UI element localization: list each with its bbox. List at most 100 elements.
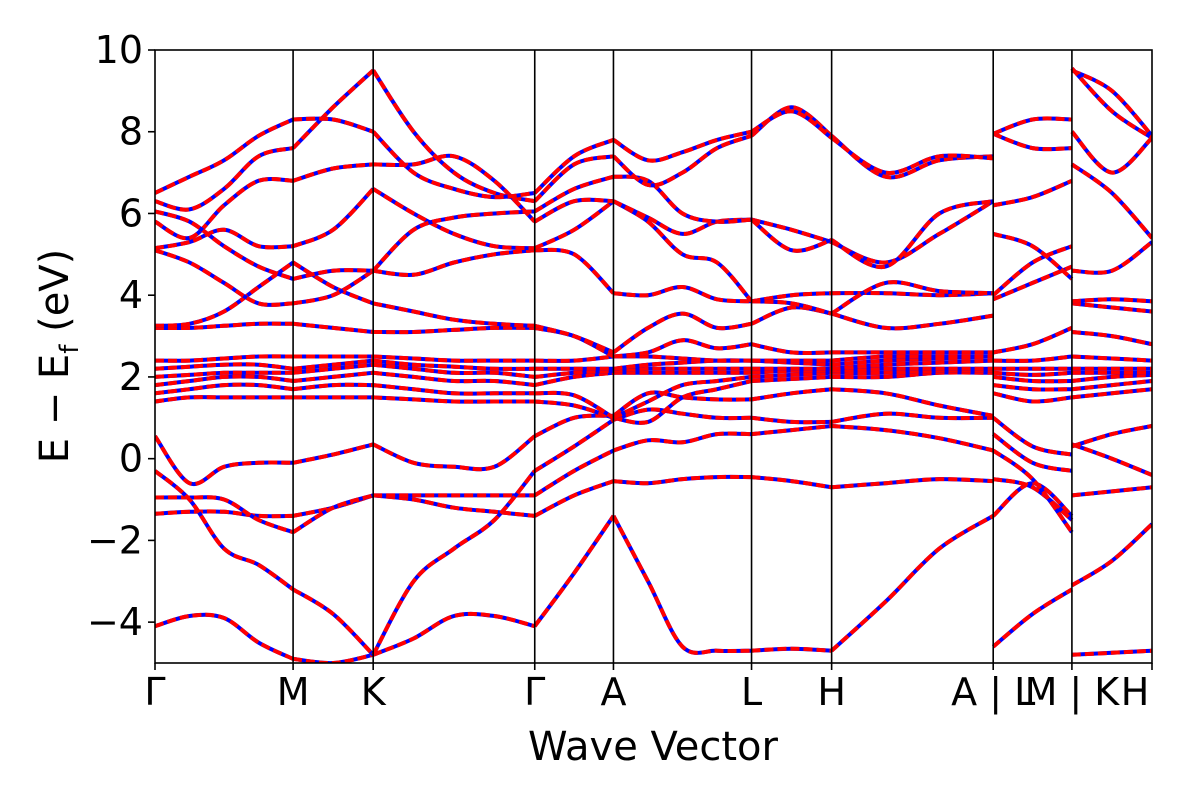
y-tick-label: −2 [87,518,143,562]
band-line [155,354,294,363]
y-axis-label-unit: (eV) [32,249,78,345]
band-line [831,354,994,363]
band-line [750,305,832,326]
plot-area [154,49,1153,664]
band-line [1071,297,1152,304]
x-tick-label: L [741,670,762,714]
band-line [992,477,1074,522]
band-line [1070,522,1152,588]
band-line [830,199,995,265]
band-line [993,354,1073,363]
band-line [292,587,375,657]
band-line [613,354,752,363]
band-line [1070,68,1152,138]
y-axis-label-main: E − E [32,354,78,464]
x-tick-label: H [1121,670,1150,714]
band-line [533,138,615,195]
band-line [292,362,374,375]
band-line [831,477,994,490]
x-tick-label: H [817,670,846,714]
band-line [830,280,994,316]
y-axis-ticks: −4 −2 0 2 4 6 8 10 [87,28,155,644]
band-line [533,479,615,518]
band-line [293,116,374,134]
band-line [1071,379,1152,392]
band-line [751,374,832,383]
band-line [612,431,752,453]
band-line [830,136,994,175]
band-line [155,176,294,241]
band-line [992,374,1072,384]
band-line [534,399,615,420]
band-line [751,299,833,316]
band-line [533,418,615,473]
band-line [155,509,294,519]
band-line [371,469,537,656]
band-line [533,154,614,203]
band-line [371,130,535,200]
band-line [533,448,615,498]
band-line [992,178,1073,208]
band-line [534,247,615,295]
band-line [991,481,1074,518]
band-line [992,391,1073,404]
band-line [155,495,294,535]
band-line [292,268,374,281]
band-line [831,424,994,453]
band-line [992,231,1074,281]
band-line [155,395,294,404]
band-line [292,493,374,534]
band-line-underlay [992,448,1074,534]
band-line [534,368,614,379]
y-tick-label: 4 [119,273,143,317]
band-line [992,131,1072,152]
y-axis-label: E − Ef (eV) [32,249,85,464]
bands-layer [155,67,1152,663]
band-line [751,475,832,490]
band-line [155,227,294,251]
band-line [292,358,374,371]
x-axis-label: Wave Vector [528,724,779,770]
band-line [1070,162,1152,240]
high-symmetry-lines [292,50,1073,663]
band-line [612,390,752,418]
band-line [751,646,832,653]
band-line-underlay [155,248,294,307]
band-line [533,197,614,224]
y-tick-label: −4 [87,600,143,644]
band-line [533,514,616,628]
band-line [751,424,832,437]
band-line [751,217,833,245]
band-line [155,435,294,487]
y-axis-label-subscript: f [55,344,85,354]
band-line [993,370,1073,377]
band-line [155,321,294,331]
band-line [155,469,295,592]
band-line [373,354,535,363]
band-line [612,129,752,163]
band-line [611,514,752,655]
band-line [292,442,374,465]
x-tick-label: M | K [1025,670,1121,715]
band-line [155,260,295,328]
band-line [372,301,535,328]
band-line [831,366,994,373]
band-line [613,366,752,373]
band-line [534,370,614,388]
band-line [1071,240,1152,275]
x-tick-label: K [361,670,387,714]
band-line [992,116,1072,136]
band-line [750,109,833,140]
x-tick-label: Γ [144,670,165,714]
band-line [751,291,832,304]
band-line [613,474,752,486]
band-line-underlay [991,587,1073,649]
x-tick-label: A | L [951,670,1035,715]
band-line [373,325,535,335]
band-line [830,199,994,269]
band-line [292,652,374,663]
band-line [372,248,535,278]
band-line [372,358,535,371]
